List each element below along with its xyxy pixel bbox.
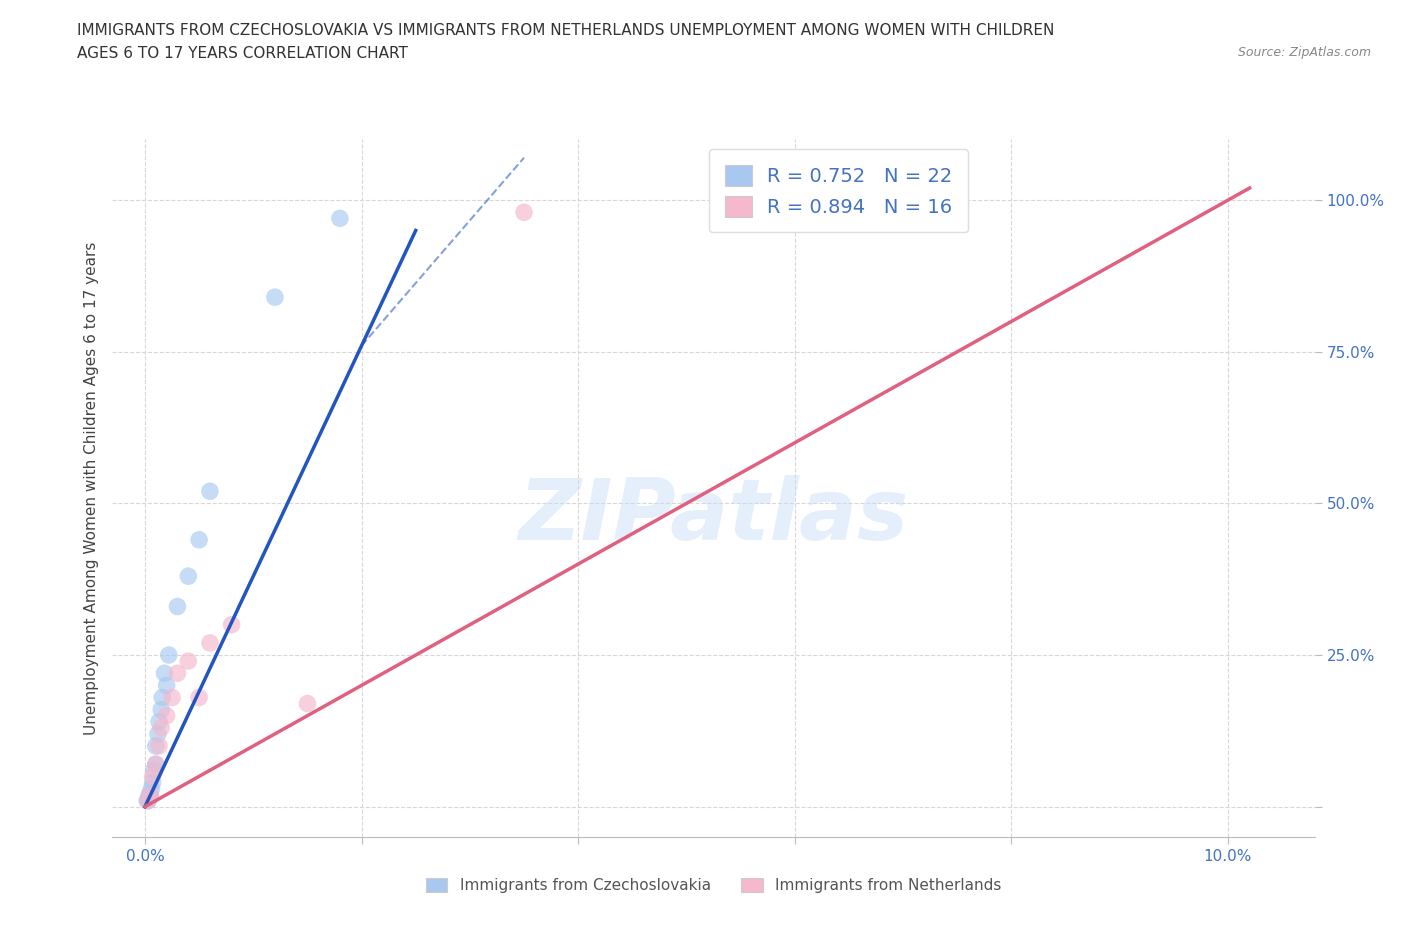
Point [166, 599, 188, 614]
Point [153, 666, 176, 681]
Point [177, 569, 200, 584]
Point [136, 793, 159, 808]
Point [198, 484, 221, 498]
Point [150, 702, 173, 717]
Point [145, 757, 167, 772]
Point [136, 793, 159, 808]
Point [157, 647, 180, 662]
Point [142, 763, 165, 777]
Text: ZIPatlas: ZIPatlas [519, 474, 908, 558]
Point [188, 532, 211, 547]
Y-axis label: Unemployment Among Women with Children Ages 6 to 17 years: Unemployment Among Women with Children A… [83, 242, 98, 735]
Point [141, 775, 163, 790]
Point [148, 714, 170, 729]
Point [838, 193, 860, 207]
Text: IMMIGRANTS FROM CZECHOSLOVAKIA VS IMMIGRANTS FROM NETHERLANDS UNEMPLOYMENT AMONG: IMMIGRANTS FROM CZECHOSLOVAKIA VS IMMIGR… [77, 23, 1054, 38]
Point [166, 666, 188, 681]
Point [188, 690, 211, 705]
Point [141, 781, 163, 796]
Point [156, 678, 179, 693]
Point [329, 211, 352, 226]
Point [139, 787, 162, 802]
Legend: Immigrants from Czechoslovakia, Immigrants from Netherlands: Immigrants from Czechoslovakia, Immigran… [420, 871, 1007, 899]
Point [139, 787, 162, 802]
Point [148, 738, 170, 753]
Point [141, 769, 163, 784]
Text: AGES 6 TO 17 YEARS CORRELATION CHART: AGES 6 TO 17 YEARS CORRELATION CHART [77, 46, 408, 60]
Point [297, 697, 319, 711]
Point [136, 793, 159, 808]
Point [138, 787, 160, 802]
Point [264, 290, 287, 305]
Point [150, 721, 173, 736]
Point [145, 738, 167, 753]
Point [513, 205, 536, 219]
Point [198, 635, 221, 650]
Point [145, 757, 167, 772]
Point [177, 654, 200, 669]
Point [146, 726, 169, 741]
Text: Source: ZipAtlas.com: Source: ZipAtlas.com [1237, 46, 1371, 59]
Point [221, 618, 243, 632]
Point [160, 690, 183, 705]
Point [150, 690, 173, 705]
Point [156, 709, 179, 724]
